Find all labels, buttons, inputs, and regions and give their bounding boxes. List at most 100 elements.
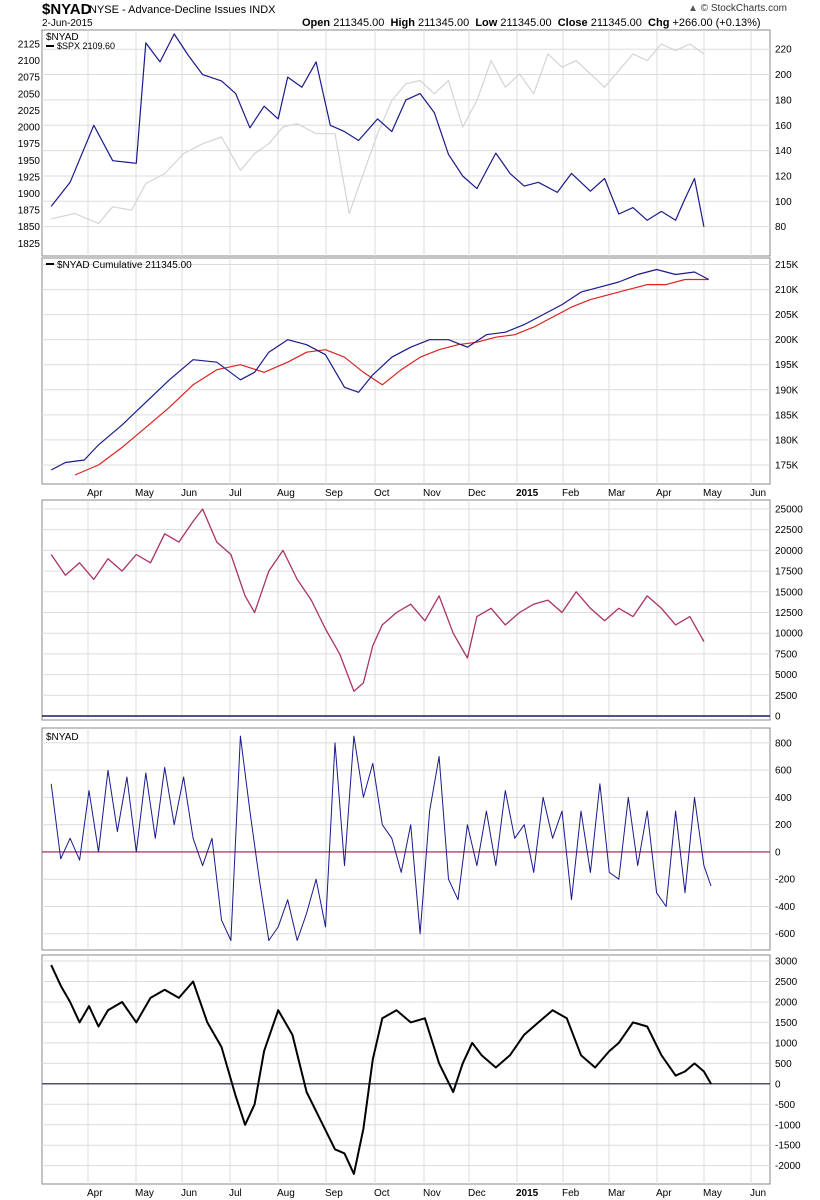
right-tick-label: 3000: [775, 957, 798, 968]
month-label: Nov: [423, 1188, 441, 1199]
right-tick-label: 180: [775, 95, 792, 106]
right-tick-label: -400: [775, 902, 795, 913]
panel-frame: [41, 727, 771, 951]
panel-frame: [41, 257, 771, 485]
left-tick-label: 1850: [18, 222, 41, 233]
brand-text: © StockCharts.com: [700, 3, 787, 14]
month-label: Nov: [423, 488, 441, 499]
month-label: Dec: [468, 488, 486, 499]
right-tick-label: 185K: [775, 410, 799, 421]
month-label: Apr: [87, 488, 103, 499]
right-tick-label: 200: [775, 70, 792, 81]
right-tick-label: 2500: [775, 691, 798, 702]
right-tick-label: 400: [775, 793, 792, 804]
right-tick-label: 25000: [775, 504, 803, 515]
right-tick-label: 120: [775, 171, 792, 182]
panel-frame: [41, 29, 771, 257]
month-label: May: [135, 488, 154, 499]
month-label: Apr: [656, 1188, 672, 1199]
cumulative-line: [50, 268, 709, 471]
right-tick-label: 175K: [775, 460, 799, 471]
open-label: Open: [302, 17, 331, 29]
oscillator-line: [50, 964, 712, 1175]
left-tick-label: 2025: [18, 106, 41, 117]
symbol-title: $NYAD: [42, 1, 92, 18]
left-tick-label: 2000: [18, 123, 41, 134]
low-value: 211345.00: [500, 17, 552, 29]
right-tick-label: 12500: [775, 608, 803, 619]
left-tick-label: 2050: [18, 89, 41, 100]
month-label: Sep: [325, 488, 343, 499]
right-tick-label: 20000: [775, 546, 803, 557]
right-tick-label: 10000: [775, 629, 803, 640]
brand-link[interactable]: ▲ © StockCharts.com: [688, 3, 787, 14]
exchange-label: INDX: [249, 4, 276, 16]
right-tick-label: 160: [775, 121, 792, 132]
right-tick-label: 800: [775, 738, 792, 749]
close-label: Close: [557, 17, 588, 29]
panel-frame: [41, 499, 771, 721]
right-tick-label: 140: [775, 146, 792, 157]
month-label: Jun: [750, 1188, 766, 1199]
right-tick-label: 500: [775, 1059, 792, 1070]
right-tick-label: -200: [775, 875, 795, 886]
left-tick-label: 1975: [18, 139, 41, 150]
month-label: Jul: [229, 1188, 242, 1199]
right-tick-label: -2000: [775, 1161, 801, 1172]
right-tick-label: 195K: [775, 360, 799, 371]
high-label: High: [390, 17, 415, 29]
month-label: Jun: [750, 488, 766, 499]
right-tick-label: 15000: [775, 587, 803, 598]
month-label: Oct: [374, 1188, 390, 1199]
month-label: Aug: [277, 488, 295, 499]
right-tick-label: 22500: [775, 525, 803, 536]
right-tick-label: -1000: [775, 1120, 801, 1131]
right-tick-label: 2000: [775, 997, 798, 1008]
chart-date: 2-Jun-2015: [42, 18, 93, 29]
right-tick-label: 190K: [775, 385, 799, 396]
symbol-description: NYSE - Advance-Decline Issues INDX: [89, 4, 275, 16]
legend-spx: $SPX 2109.60: [57, 41, 115, 51]
month-label: May: [703, 488, 722, 499]
left-tick-label: 1875: [18, 206, 41, 217]
right-tick-label: 1500: [775, 1018, 798, 1029]
high-value: 211345.00: [418, 17, 470, 29]
spx-line: [51, 43, 705, 224]
month-label: May: [135, 1188, 154, 1199]
panel-title: $NYAD: [46, 732, 79, 743]
month-label: Feb: [562, 488, 580, 499]
panel-frame: [41, 954, 771, 1185]
right-tick-label: 1000: [775, 1038, 798, 1049]
left-tick-label: 2075: [18, 73, 41, 84]
panel3-line: [50, 508, 705, 692]
panel-title: $NYAD Cumulative 211345.00: [57, 260, 192, 271]
chg-value: +266.00 (+0.13%): [672, 17, 761, 29]
right-tick-label: 205K: [775, 310, 799, 321]
left-tick-label: 1900: [18, 189, 41, 200]
right-tick-label: 180K: [775, 435, 799, 446]
month-label: Dec: [468, 1188, 486, 1199]
month-label: Feb: [562, 1188, 580, 1199]
left-tick-label: 1950: [18, 156, 41, 167]
month-label: 2015: [516, 488, 539, 499]
right-tick-label: 2500: [775, 977, 798, 988]
left-tick-label: 2100: [18, 56, 41, 67]
month-label: Apr: [87, 1188, 103, 1199]
right-tick-label: 80: [775, 222, 787, 233]
right-tick-label: 100: [775, 197, 792, 208]
month-label: Apr: [656, 488, 672, 499]
month-label: Jun: [181, 1188, 197, 1199]
month-label: Jul: [229, 488, 242, 499]
left-tick-label: 2125: [18, 39, 41, 50]
month-label: Oct: [374, 488, 390, 499]
right-tick-label: 17500: [775, 567, 803, 578]
right-tick-label: 210K: [775, 285, 799, 296]
month-label: Sep: [325, 1188, 343, 1199]
ohlc-readout: Open 211345.00 High 211345.00 Low 211345…: [302, 17, 761, 29]
caret-up-icon: ▲: [688, 3, 698, 14]
right-tick-label: 0: [775, 712, 781, 723]
right-tick-label: 220: [775, 45, 792, 56]
right-tick-label: -500: [775, 1100, 795, 1111]
nyad-line: [50, 33, 705, 227]
